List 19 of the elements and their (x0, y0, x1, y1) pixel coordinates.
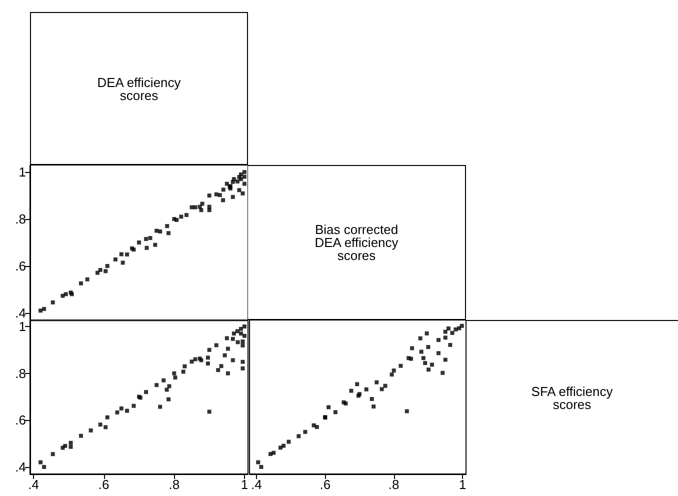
y-tick-label: .4 (15, 459, 26, 474)
text: DEA efficiency scores (96, 74, 182, 102)
y-tick-label: .6 (15, 258, 26, 274)
x-tick-label: .4 (251, 477, 262, 492)
x-tick-label: 1 (458, 477, 466, 492)
x-tick-label: .6 (98, 477, 110, 492)
x-tick-label: 1 (240, 477, 248, 492)
x-tick-label: .8 (168, 477, 180, 492)
y-tick-label: 1 (18, 164, 26, 180)
y-tick-label: 1 (18, 319, 26, 334)
y-tick-label: .8 (15, 212, 26, 227)
y-tick-label: .4 (15, 305, 26, 320)
text: SFA efficiency scores (530, 384, 614, 412)
x-tick-label: .6 (320, 477, 331, 492)
y-tick-label: .6 (15, 412, 26, 428)
y-tick-label: .8 (15, 366, 26, 381)
text: Bias corrected DEA efficiency scores (314, 222, 400, 263)
x-tick-label: .8 (388, 477, 400, 492)
x-tick-label: .4 (28, 477, 39, 492)
